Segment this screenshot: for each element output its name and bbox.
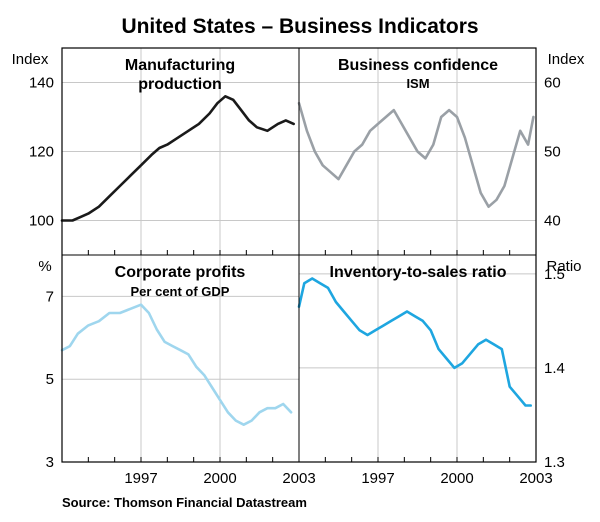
panel-bl-title: Corporate profits: [115, 264, 246, 281]
panel-bl-subtitle: Per cent of GDP: [131, 284, 230, 299]
panel-tr-title: Business confidence: [338, 57, 498, 74]
panel-br-x-tick-label: 2000: [440, 470, 473, 487]
panel-tl-unit-label: Index: [12, 51, 49, 68]
panel-tl-y-tick-label: 120: [29, 144, 54, 161]
panel-tr-subtitle: ISM: [406, 76, 429, 91]
panel-bl-x-tick-label: 2003: [282, 470, 315, 487]
panel-bl-x-tick-label: 2000: [203, 470, 236, 487]
panel-br-y-tick-label: 1.4: [544, 360, 565, 377]
panel-bl-x-tick-label: 1997: [124, 470, 157, 487]
panel-bl-unit-label: %: [38, 258, 51, 275]
panel-br-y-tick-label: 1.3: [544, 454, 565, 471]
panel-br-title: Inventory-to-sales ratio: [330, 264, 507, 281]
panel-bl-series-line: [60, 303, 293, 427]
panel-tr-y-tick-label: 50: [544, 144, 561, 161]
series-layer: [60, 95, 535, 427]
panel-bl-y-tick-label: 3: [46, 454, 54, 471]
panel-br-y-tick-label: 1.5: [544, 266, 565, 283]
panel-br-x-tick-label: 2003: [519, 470, 552, 487]
panel-br-x-tick-label: 1997: [361, 470, 394, 487]
panel-tr-y-tick-label: 40: [544, 213, 561, 230]
source-note: Source: Thomson Financial Datastream: [62, 495, 307, 510]
panel-tl-title-line2: production: [138, 76, 222, 93]
panel-tr-y-tick-label: 60: [544, 75, 561, 92]
panel-br-unit-label: Ratio: [546, 258, 581, 275]
panel-bl-y-tick-label: 7: [46, 288, 54, 305]
panel-tr-series-line: [297, 101, 535, 208]
panel-tl-title-line1: Manufacturing: [125, 57, 235, 74]
panel-tl-y-tick-label: 100: [29, 213, 54, 230]
panel-bl-y-tick-label: 5: [46, 371, 54, 388]
figure-title: United States – Business Indicators: [121, 15, 478, 38]
panel-tr-unit-label: Index: [548, 51, 585, 68]
grid-layer: [62, 48, 536, 462]
panel-tl-y-tick-label: 140: [29, 75, 54, 92]
panel-tl-series-line: [60, 95, 296, 222]
panel-br-series-line: [297, 277, 533, 407]
